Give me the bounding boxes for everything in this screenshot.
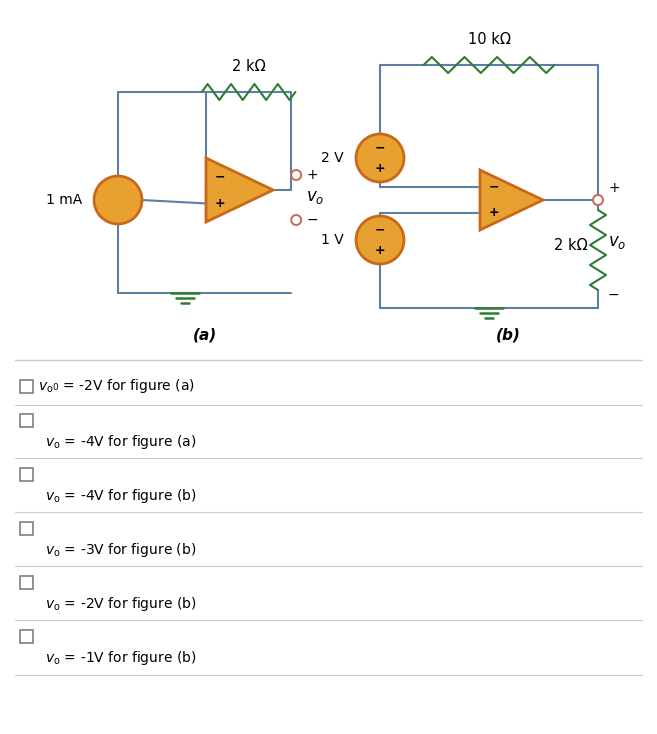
Text: 2 kΩ: 2 kΩ xyxy=(555,238,588,252)
Text: 10 kΩ: 10 kΩ xyxy=(468,32,510,47)
Text: +: + xyxy=(488,206,499,219)
FancyBboxPatch shape xyxy=(20,468,33,481)
Text: −: − xyxy=(608,288,620,302)
Text: $v_\mathregular{o}$ = -1V for figure (b): $v_\mathregular{o}$ = -1V for figure (b) xyxy=(45,649,196,667)
Circle shape xyxy=(291,170,301,180)
FancyBboxPatch shape xyxy=(20,575,33,589)
Text: +: + xyxy=(306,168,318,182)
Text: +: + xyxy=(608,181,620,195)
Text: −: − xyxy=(306,213,318,227)
Text: +: + xyxy=(374,161,385,175)
Text: −: − xyxy=(488,181,499,194)
FancyBboxPatch shape xyxy=(20,630,33,642)
Text: (b): (b) xyxy=(495,327,520,343)
Polygon shape xyxy=(480,170,543,230)
Text: −: − xyxy=(374,223,385,236)
Text: +: + xyxy=(374,244,385,257)
Text: +: + xyxy=(215,197,226,210)
Text: 2 V: 2 V xyxy=(321,151,344,165)
Text: $v_\mathregular{o}$ = -2V for figure (b): $v_\mathregular{o}$ = -2V for figure (b) xyxy=(45,595,196,613)
FancyBboxPatch shape xyxy=(20,413,33,426)
Text: $v_\mathregular{o}$ = -4V for figure (a): $v_\mathregular{o}$ = -4V for figure (a) xyxy=(45,433,196,451)
Text: $v_o$: $v_o$ xyxy=(608,233,626,251)
Text: $v_\mathregular{o}$₀ = -2V for figure (a): $v_\mathregular{o}$₀ = -2V for figure (a… xyxy=(38,377,195,395)
Circle shape xyxy=(94,176,142,224)
Text: −: − xyxy=(215,170,225,183)
Circle shape xyxy=(291,215,301,225)
FancyBboxPatch shape xyxy=(20,521,33,534)
Text: −: − xyxy=(374,142,385,154)
Circle shape xyxy=(356,216,404,264)
Text: $v_\mathregular{o}$ = -3V for figure (b): $v_\mathregular{o}$ = -3V for figure (b) xyxy=(45,541,196,559)
Polygon shape xyxy=(206,158,273,222)
Text: 1 mA: 1 mA xyxy=(46,193,82,207)
Text: (a): (a) xyxy=(193,327,217,343)
Text: $v_\mathregular{o}$ = -4V for figure (b): $v_\mathregular{o}$ = -4V for figure (b) xyxy=(45,487,196,505)
Circle shape xyxy=(593,195,603,205)
Text: 2 kΩ: 2 kΩ xyxy=(232,59,265,74)
Text: 1 V: 1 V xyxy=(321,233,344,247)
Text: $v_o$: $v_o$ xyxy=(306,188,325,206)
FancyBboxPatch shape xyxy=(20,379,33,393)
Circle shape xyxy=(356,134,404,182)
